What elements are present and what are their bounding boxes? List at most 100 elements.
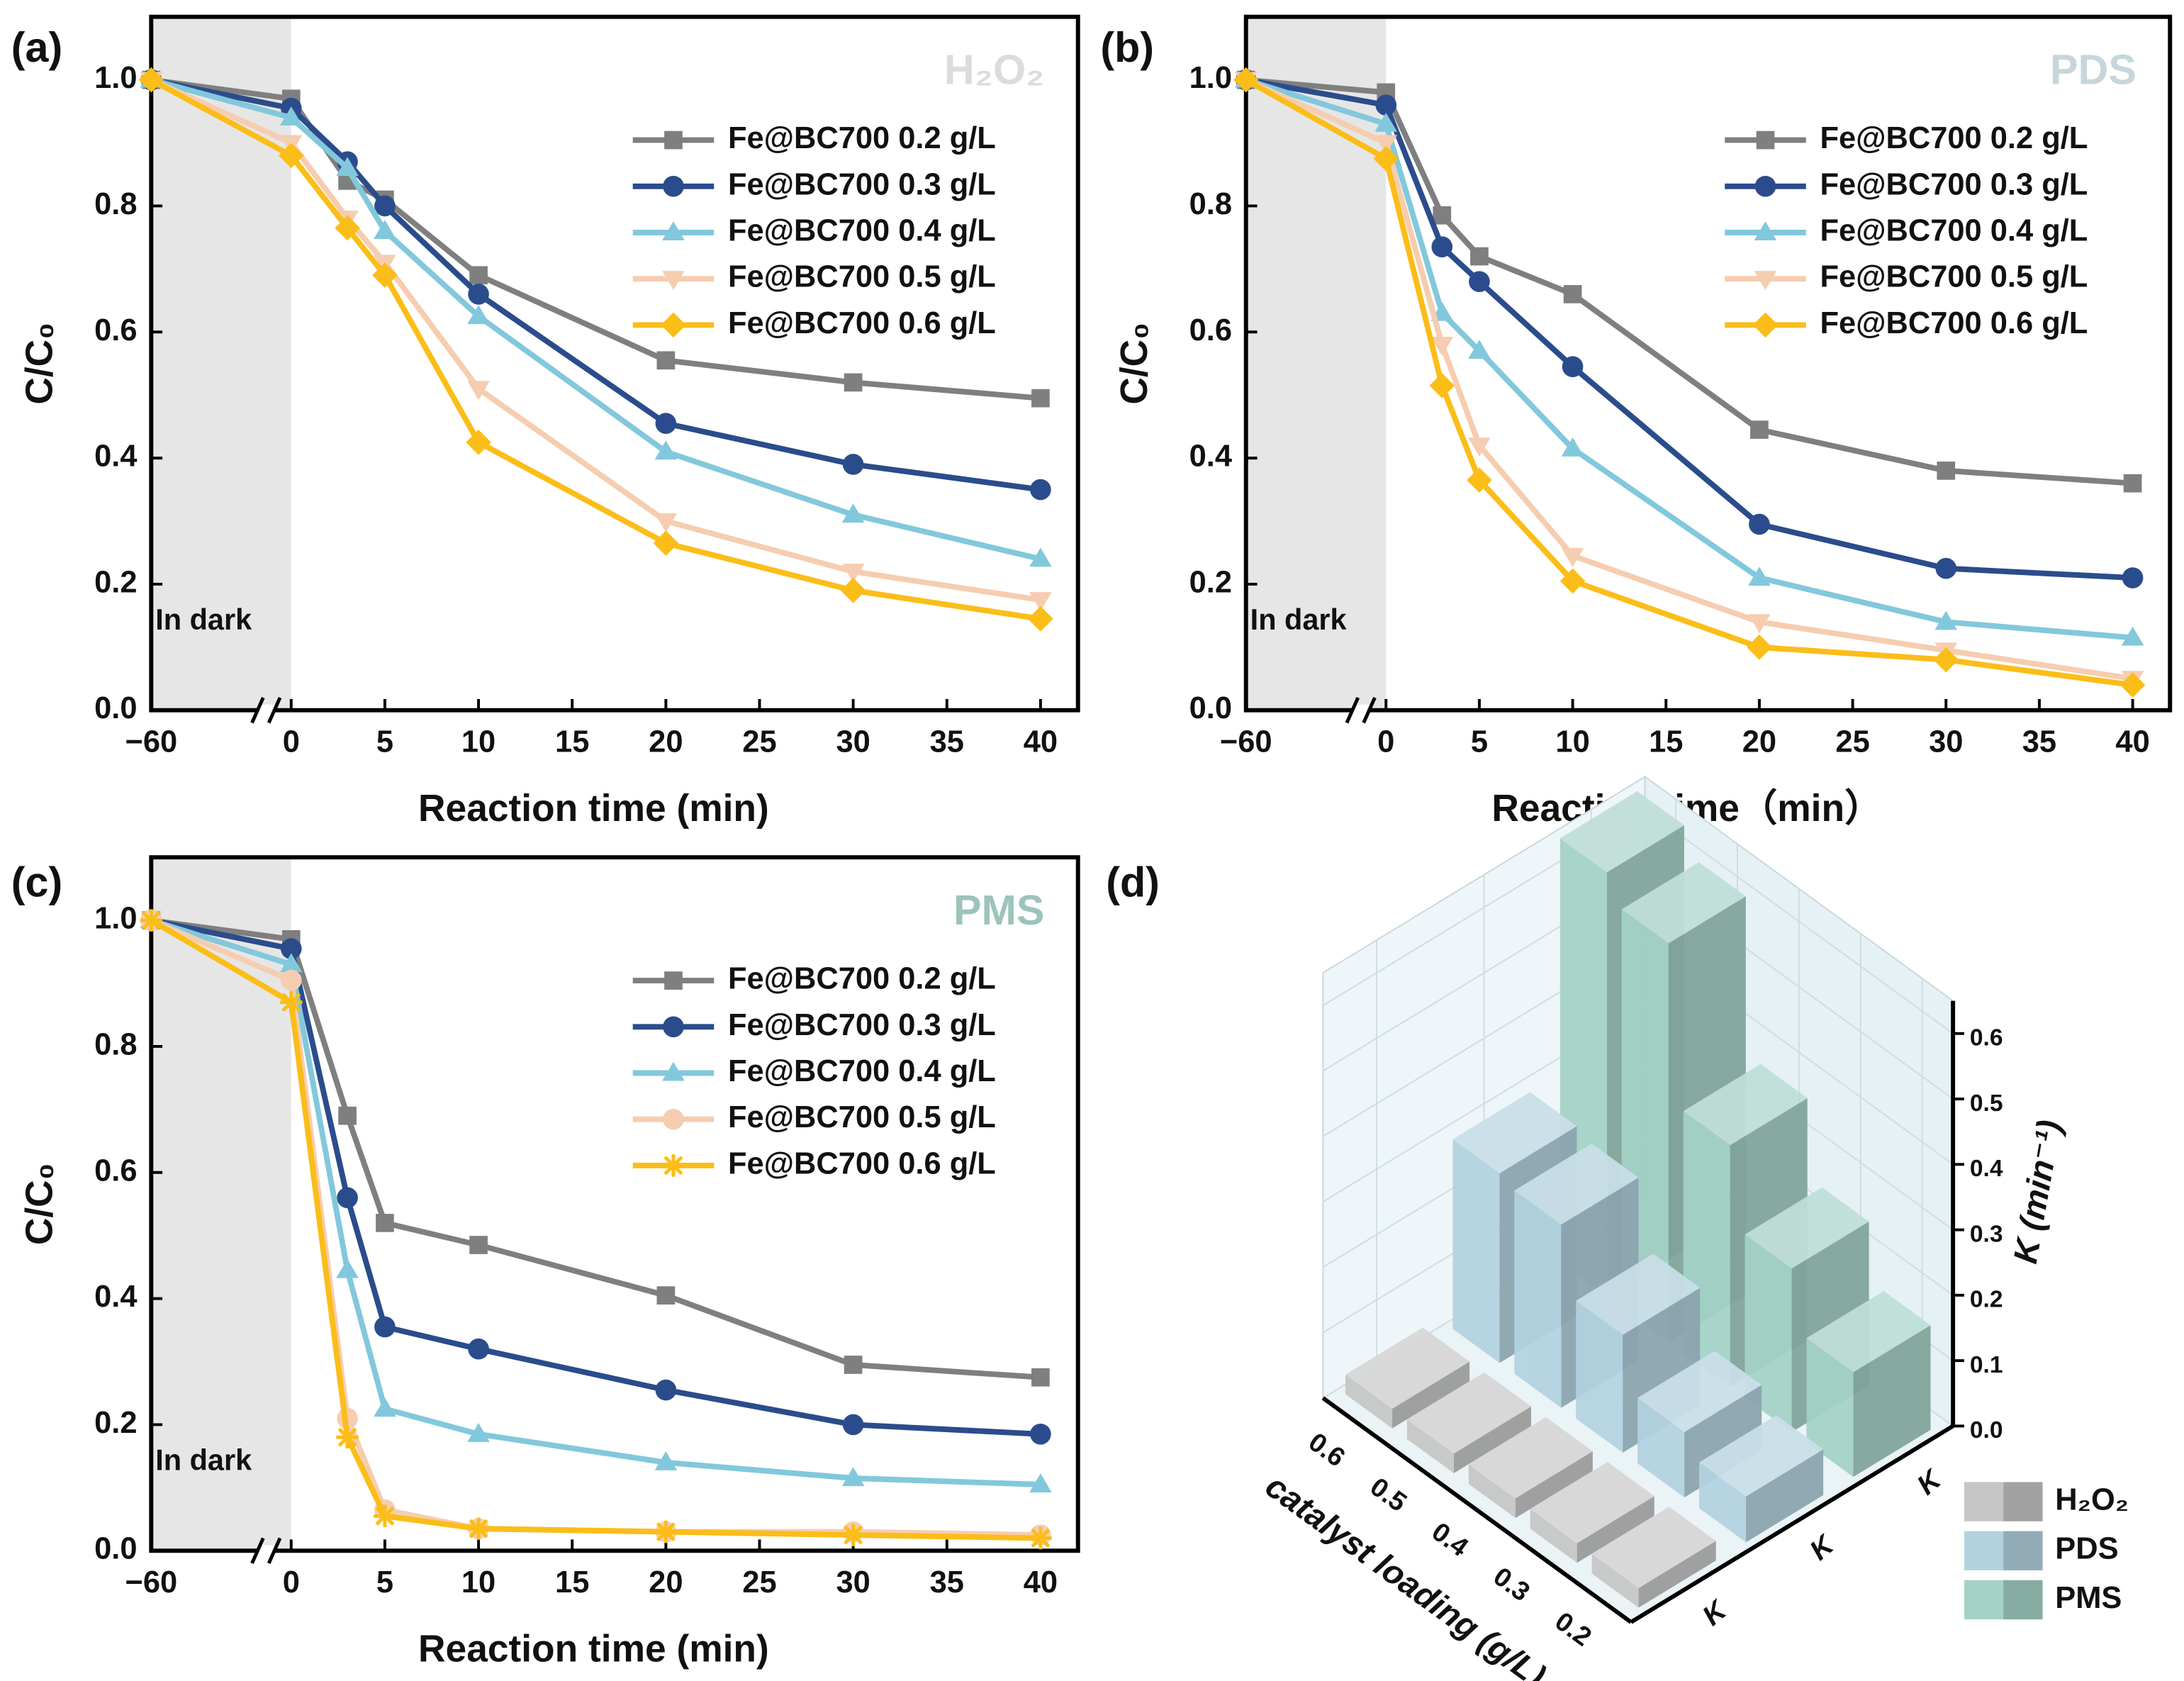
z-tick-label: 0.2 (1970, 1287, 2003, 1313)
axis-break-gap (257, 1545, 275, 1557)
bar (1530, 1462, 1654, 1563)
bar-face (1806, 1338, 1854, 1478)
marker (1431, 236, 1453, 258)
marker (1935, 557, 1957, 579)
bar-top (1345, 1327, 1470, 1409)
legend-label: Fe@BC700 0.2 g/L (728, 121, 996, 155)
bar-highlight (1452, 1092, 1577, 1173)
legend-swatch (1964, 1482, 2043, 1521)
bar-top (1406, 1372, 1531, 1454)
bar-highlight (1345, 1327, 1470, 1409)
marker (840, 578, 866, 603)
panel-label: (b) (1100, 23, 1154, 71)
x-tick-label: 35 (930, 1565, 964, 1599)
legend-label: Fe@BC700 0.5 g/L (728, 1100, 996, 1134)
marker (654, 1520, 678, 1543)
annotation: In dark (155, 603, 252, 636)
marker (467, 1517, 490, 1540)
bar-side (1392, 1361, 1470, 1429)
bar-highlight (1468, 1417, 1593, 1499)
marker (1470, 247, 1489, 266)
x-tick-label: 30 (836, 725, 870, 759)
row-label: K (1911, 1463, 1948, 1501)
marker (841, 1524, 865, 1546)
x-tick-label: 40 (1024, 725, 1058, 759)
z-tick-label: 0.0 (1970, 1417, 2003, 1443)
z-tick-label: 0.5 (1970, 1090, 2003, 1117)
marker (655, 1379, 677, 1401)
axis-break (1345, 696, 1377, 724)
bar-shade (1746, 1449, 1824, 1543)
z-axis-label: K (min⁻¹) (2007, 1117, 2069, 1266)
bar-highlight (1591, 1507, 1716, 1588)
bar-top (1806, 1291, 1931, 1373)
bar-face (1699, 1462, 1747, 1543)
x-tick-label: −60 (125, 725, 177, 759)
legend-label: H₂O₂ (2055, 1483, 2129, 1517)
bar-highlight (1637, 1351, 1762, 1432)
bar-top (1591, 1507, 1716, 1588)
legend-label: PMS (2055, 1581, 2122, 1615)
x-tick-label: 5 (1471, 725, 1488, 759)
marker (662, 221, 685, 241)
marker (1469, 271, 1490, 292)
marker (280, 106, 303, 126)
x-tick-label: 30 (836, 1565, 870, 1599)
y-tick-label: 0.0 (1189, 691, 1232, 725)
legend-swatch-shade (2003, 1531, 2043, 1570)
marker (374, 220, 396, 240)
annotation: In dark (1250, 603, 1348, 636)
x-tick-label: 35 (930, 725, 964, 759)
legend-label: Fe@BC700 0.2 g/L (728, 962, 996, 996)
y-tick-label: 0.6 (1189, 313, 1232, 347)
marker (2123, 474, 2142, 493)
x-tick-label: 25 (742, 725, 776, 759)
z-tick-label: 0.1 (1970, 1352, 2003, 1378)
marker (1752, 312, 1779, 338)
bar-side (1746, 1449, 1824, 1543)
marker (656, 1286, 676, 1305)
bar-shade (1453, 1406, 1531, 1473)
x-tick-label: 15 (1649, 725, 1683, 759)
marker (654, 440, 678, 460)
marker (1029, 592, 1052, 611)
bar-top (1559, 791, 1684, 873)
y-tick-label: 1.0 (94, 902, 137, 936)
y-tick-label: 0.2 (94, 565, 137, 599)
bar-face (1345, 1374, 1393, 1429)
series-line (1245, 77, 2134, 682)
marker (662, 1061, 685, 1081)
x-tick-label: 10 (461, 1565, 495, 1599)
bar-face (1576, 1300, 1623, 1453)
marker (2122, 567, 2144, 588)
marker (336, 1426, 359, 1449)
bar-top (1576, 1253, 1701, 1335)
marker (468, 1338, 489, 1360)
bar (1806, 1291, 1931, 1478)
marker (1375, 94, 1397, 116)
bar-side (1515, 1451, 1593, 1519)
axis-break (250, 696, 282, 724)
x-axis-label: Reaction time (min) (418, 1629, 769, 1670)
axis-break-gap (1352, 704, 1370, 716)
bar-side (1853, 1325, 1931, 1478)
x-tick-label: 0.5 (1365, 1471, 1413, 1517)
x-tick-label: 10 (461, 725, 495, 759)
marker (280, 990, 303, 1014)
bar-top (1530, 1462, 1654, 1543)
marker (469, 1236, 488, 1254)
bar-side (1577, 1496, 1654, 1563)
legend-swatch-shade (2003, 1482, 2043, 1521)
marker (654, 1451, 678, 1470)
marker (1031, 389, 1050, 408)
marker (1754, 175, 1776, 197)
bar-shade (1577, 1496, 1654, 1563)
bar-face (1530, 1509, 1577, 1563)
bar-face (1406, 1419, 1454, 1473)
x-tick-label: 40 (2115, 725, 2149, 759)
bar-face (1514, 1190, 1562, 1408)
marker (661, 312, 686, 338)
y-tick-label: 0.6 (94, 313, 137, 347)
